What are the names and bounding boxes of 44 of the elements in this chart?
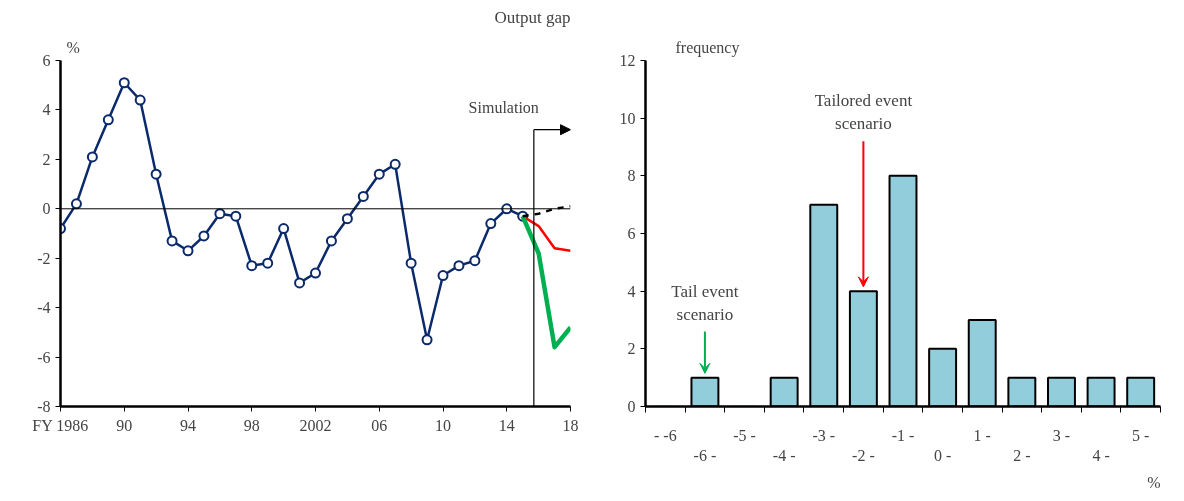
y-tick-label: 2 <box>627 340 636 358</box>
x-tick-label: -5 - <box>733 426 756 444</box>
x-tick-label: 1 - <box>973 426 991 444</box>
x-tick-label: 4 - <box>1092 446 1110 464</box>
x-tick-label: 2002 <box>299 416 332 434</box>
y-tick-label: 0 <box>627 398 636 415</box>
x-tick-label: -4 - <box>772 446 796 464</box>
y-tick-label: -6 <box>37 348 51 366</box>
x-tick-label: -2 - <box>852 446 875 464</box>
x-tick-label: - -6 <box>653 426 677 444</box>
x-tick-label: 94 <box>180 416 196 434</box>
chart-title: Output gap <box>494 7 571 27</box>
y-tick-label: 10 <box>619 109 636 127</box>
x-tick-label: 3 - <box>1052 426 1071 444</box>
y-axis-title: % <box>66 38 80 56</box>
x-axis-title: % <box>1147 473 1161 491</box>
x-tick-label: 90 <box>116 416 133 434</box>
x-tick-label: -1 - <box>891 426 915 444</box>
y-tick-label: 6 <box>42 52 51 69</box>
x-tick-label: 10 <box>435 416 451 434</box>
y-tick-label: 2 <box>42 150 51 168</box>
y-tick-label: 4 <box>42 101 51 119</box>
x-tick-label: 14 <box>498 416 515 434</box>
y-tick-label: 6 <box>627 225 636 242</box>
y-tick-label: 4 <box>627 282 636 300</box>
x-tick-label: 0 - <box>933 446 952 464</box>
x-tick-label: FY 1986 <box>32 416 89 434</box>
x-tick-label: 5 - <box>1132 426 1150 444</box>
y-tick-label: 12 <box>619 52 636 69</box>
y-tick-label: -8 <box>37 398 51 415</box>
x-tick-label: 18 <box>562 416 579 434</box>
y-tick-label: -2 <box>37 249 51 267</box>
x-tick-label: 06 <box>371 416 388 434</box>
y-axis-title: frequency <box>675 38 740 57</box>
x-tick-label: -6 - <box>693 446 717 464</box>
x-tick-label: 98 <box>243 416 260 434</box>
x-tick-label: -3 - <box>812 426 836 444</box>
ref-line-label: Simulation <box>468 98 539 116</box>
y-tick-label: -4 <box>37 299 51 317</box>
annotation: Tailored event scenario <box>814 91 913 134</box>
y-tick-label: 0 <box>42 200 51 218</box>
annotation: Tail event scenario <box>671 281 739 324</box>
x-tick-label: 2 - <box>1013 446 1031 464</box>
y-tick-label: 8 <box>627 167 636 185</box>
